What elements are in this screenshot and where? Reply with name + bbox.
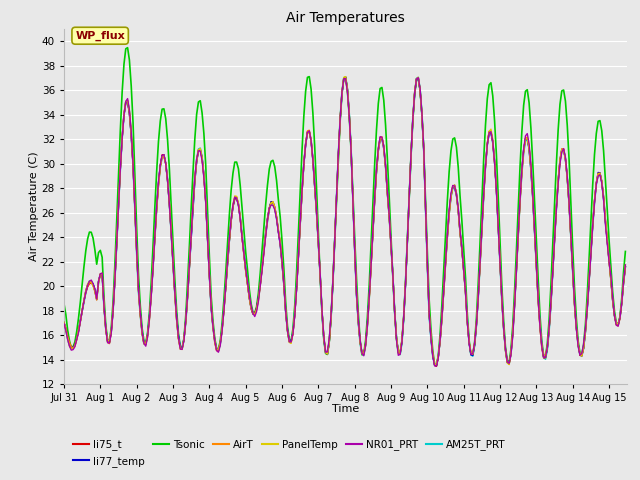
- AirT: [327, 313, 335, 319]
- AM25T_PRT: [124, 98, 131, 104]
- NR01_PRT: [415, 75, 422, 81]
- Line: li75_t: li75_t: [64, 77, 625, 366]
- Line: Tsonic: Tsonic: [64, 48, 625, 366]
- AM25T_PRT: [342, 74, 349, 80]
- Tsonic: [621, 249, 629, 254]
- AirT: [621, 264, 629, 269]
- li75_t: [327, 315, 335, 321]
- Line: AirT: AirT: [64, 78, 625, 364]
- AirT: [212, 348, 220, 354]
- li77_temp: [578, 353, 586, 359]
- li75_t: [212, 348, 220, 353]
- Tsonic: [214, 346, 222, 352]
- PanelTemp: [505, 362, 513, 368]
- Legend: li75_t, li77_temp, Tsonic, AirT, PanelTemp, NR01_PRT, AM25T_PRT: li75_t, li77_temp, Tsonic, AirT, PanelTe…: [69, 435, 509, 471]
- AirT: [124, 97, 131, 103]
- PanelTemp: [124, 98, 131, 104]
- NR01_PRT: [578, 351, 586, 357]
- li75_t: [342, 74, 349, 80]
- AM25T_PRT: [303, 129, 311, 135]
- NR01_PRT: [621, 262, 629, 268]
- Line: li77_temp: li77_temp: [64, 77, 625, 365]
- NR01_PRT: [212, 348, 220, 353]
- li77_temp: [124, 99, 131, 105]
- Tsonic: [578, 352, 586, 358]
- PanelTemp: [342, 74, 349, 80]
- PanelTemp: [212, 346, 220, 352]
- Text: WP_flux: WP_flux: [76, 31, 125, 41]
- NR01_PRT: [433, 363, 440, 369]
- PanelTemp: [327, 314, 335, 320]
- AM25T_PRT: [212, 347, 220, 352]
- PanelTemp: [60, 320, 68, 325]
- Title: Air Temperatures: Air Temperatures: [286, 11, 405, 25]
- Line: PanelTemp: PanelTemp: [64, 77, 625, 365]
- li77_temp: [236, 216, 244, 221]
- Tsonic: [125, 57, 133, 63]
- AirT: [303, 128, 311, 134]
- AM25T_PRT: [327, 314, 335, 320]
- li77_temp: [342, 74, 349, 80]
- NR01_PRT: [303, 130, 311, 135]
- X-axis label: Time: Time: [332, 405, 359, 414]
- PanelTemp: [303, 131, 311, 137]
- AirT: [236, 215, 244, 221]
- li75_t: [303, 129, 311, 134]
- PanelTemp: [578, 353, 586, 359]
- AirT: [415, 75, 422, 81]
- Tsonic: [433, 363, 440, 369]
- li75_t: [236, 215, 244, 220]
- AM25T_PRT: [578, 353, 586, 359]
- Line: NR01_PRT: NR01_PRT: [64, 78, 625, 366]
- Tsonic: [305, 74, 313, 80]
- li77_temp: [60, 320, 68, 325]
- AM25T_PRT: [236, 214, 244, 220]
- AirT: [431, 361, 438, 367]
- li77_temp: [212, 346, 220, 351]
- li77_temp: [433, 362, 440, 368]
- li77_temp: [303, 130, 311, 135]
- li75_t: [433, 363, 440, 369]
- Tsonic: [60, 301, 68, 307]
- li77_temp: [621, 264, 629, 270]
- PanelTemp: [236, 215, 244, 220]
- Tsonic: [124, 45, 131, 50]
- AirT: [578, 353, 586, 359]
- Tsonic: [238, 205, 246, 211]
- NR01_PRT: [327, 312, 335, 317]
- AirT: [60, 321, 68, 326]
- Line: AM25T_PRT: AM25T_PRT: [64, 77, 625, 365]
- li75_t: [124, 98, 131, 104]
- NR01_PRT: [60, 321, 68, 326]
- Y-axis label: Air Temperature (C): Air Temperature (C): [29, 152, 39, 261]
- AM25T_PRT: [60, 320, 68, 326]
- li75_t: [621, 264, 629, 270]
- NR01_PRT: [124, 96, 131, 101]
- li75_t: [578, 353, 586, 359]
- AM25T_PRT: [621, 264, 629, 270]
- li77_temp: [327, 314, 335, 320]
- AM25T_PRT: [431, 362, 438, 368]
- PanelTemp: [621, 263, 629, 268]
- li75_t: [60, 320, 68, 325]
- NR01_PRT: [236, 216, 244, 222]
- Tsonic: [329, 279, 337, 285]
